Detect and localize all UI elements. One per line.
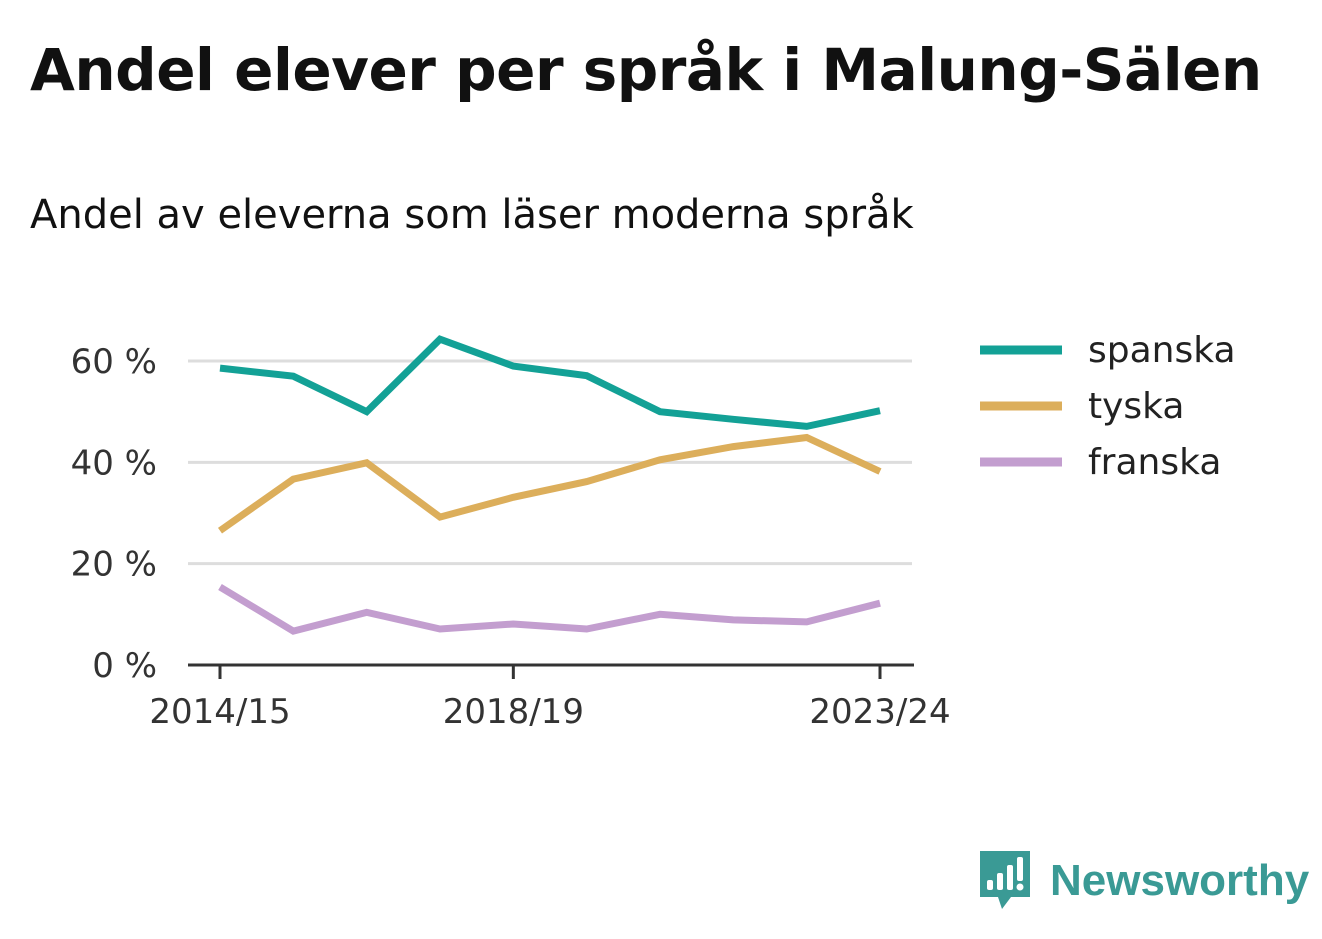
x-tick-label: 2023/24 [809,692,950,732]
y-tick-label: 20 % [71,545,157,585]
y-tick-label: 60 % [71,342,157,382]
legend-label-tyska: tyska [1088,386,1184,427]
legend: spanska tyska franska [980,330,1236,483]
series-line-spanska [219,335,881,430]
series-lines [217,335,882,635]
brand-name: Newsworthy [1050,856,1310,905]
gridlines [188,359,912,566]
series-line-tyska [217,433,882,534]
y-tick-label: 0 % [92,646,157,686]
brand-logo: Newsworthy [980,850,1309,912]
legend-label-franska: franska [1088,442,1221,483]
chart-title: Andel elever per språk i Malung-Sälen [30,36,1262,104]
legend-label-spanska: spanska [1088,330,1236,371]
x-tick-label: 2014/15 [149,692,290,732]
y-tick-label: 40 % [71,443,157,483]
newsworthy-logo-icon [980,851,1030,909]
axes: 0 % 20 % 40 % 60 % 2014/15 2018/19 2023/24 [71,342,951,732]
x-tick-label: 2018/19 [443,692,584,732]
chart-subtitle: Andel av eleverna som läser moderna språ… [30,192,914,238]
series-line-franska [218,584,881,635]
